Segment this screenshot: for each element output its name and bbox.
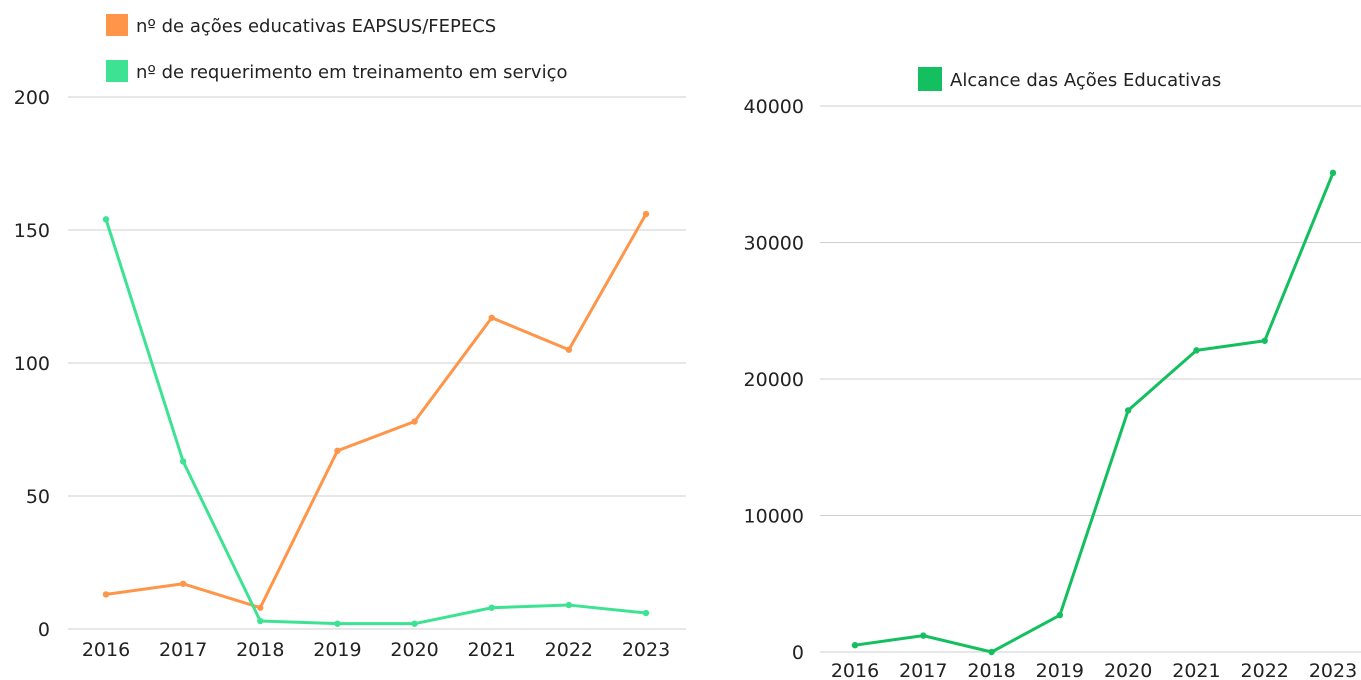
x-tick-label: 2017: [159, 639, 207, 661]
x-tick-label: 2016: [82, 639, 130, 661]
data-point[interactable]: [334, 447, 341, 454]
data-point[interactable]: [1124, 407, 1132, 414]
y-tick-label: 40000: [744, 96, 804, 118]
data-point[interactable]: [257, 604, 264, 611]
x-tick-label: 2022: [1241, 660, 1289, 680]
data-point[interactable]: [334, 620, 341, 627]
legend-label-alcance: Alcance das Ações Educativas: [950, 70, 1221, 91]
y-tick-label: 100: [14, 353, 50, 375]
chart-1-series: [102, 210, 650, 627]
y-tick-label: 150: [14, 220, 50, 242]
x-tick-label: 2019: [1036, 660, 1084, 680]
chart-1-y-axis: 0 50 100 150 200: [14, 87, 50, 641]
legend-item-alcance[interactable]: Alcance das Ações Educativas: [918, 67, 1221, 91]
chart-1-legend: nº de ações educativas EAPSUS/FEPECS nº …: [106, 14, 568, 83]
data-point[interactable]: [642, 210, 650, 218]
x-tick-label: 2021: [468, 639, 516, 661]
x-tick-label: 2020: [1104, 660, 1152, 680]
y-tick-label: 30000: [744, 233, 804, 255]
chart-2-series: [851, 169, 1337, 656]
data-point[interactable]: [257, 617, 264, 625]
legend-label-eapsus: nº de ações educativas EAPSUS/FEPECS: [136, 16, 496, 37]
x-tick-label: 2018: [967, 660, 1015, 680]
data-point[interactable]: [411, 620, 418, 627]
data-point[interactable]: [102, 591, 110, 598]
legend-item-requerimento[interactable]: nº de requerimento em treinamento em ser…: [106, 60, 568, 83]
y-tick-label: 0: [38, 619, 50, 641]
data-point[interactable]: [1193, 347, 1200, 354]
x-tick-label: 2021: [1172, 660, 1220, 680]
legend-item-eapsus[interactable]: nº de ações educativas EAPSUS/FEPECS: [106, 14, 496, 37]
data-point[interactable]: [642, 609, 650, 617]
data-point[interactable]: [488, 314, 495, 321]
y-tick-label: 0: [792, 642, 804, 664]
data-point[interactable]: [988, 648, 995, 656]
legend-swatch-eapsus: [106, 14, 128, 36]
x-tick-label: 2023: [622, 639, 670, 661]
data-point[interactable]: [920, 632, 927, 639]
data-point[interactable]: [1329, 169, 1337, 177]
series-line-0: [104, 212, 648, 610]
x-tick-label: 2018: [236, 639, 284, 661]
data-point[interactable]: [565, 346, 573, 353]
x-tick-label: 2022: [545, 639, 593, 661]
x-tick-label: 2016: [831, 660, 879, 680]
data-point[interactable]: [488, 604, 495, 611]
x-tick-label: 2019: [313, 639, 361, 661]
chart-2-legend: Alcance das Ações Educativas: [918, 67, 1221, 91]
data-point[interactable]: [565, 601, 573, 609]
data-point[interactable]: [851, 641, 859, 649]
series-line-1: [104, 217, 648, 626]
x-tick-label: 2017: [899, 660, 947, 680]
data-point[interactable]: [1261, 337, 1268, 344]
data-point[interactable]: [1056, 611, 1064, 619]
y-tick-label: 50: [26, 486, 50, 508]
data-point[interactable]: [411, 418, 418, 425]
chart-2-gridlines: [820, 105, 1361, 653]
y-tick-label: 20000: [744, 369, 804, 391]
chart-1: 0 50 100 150 200 2016 2017 2018 2019 2020 2021 202…: [14, 14, 686, 661]
data-point[interactable]: [179, 580, 187, 587]
legend-label-requerimento: nº de requerimento em treinamento em ser…: [136, 62, 568, 83]
chart-2-x-axis: 2016 2017 2018 2019 2020 2021 2022 2023: [831, 660, 1357, 680]
series-line-0: [853, 171, 1335, 654]
legend-swatch-alcance: [918, 67, 942, 91]
chart-1-x-axis: 2016 2017 2018 2019 2020 2021 2022 2023: [82, 639, 670, 661]
x-tick-label: 2020: [390, 639, 438, 661]
y-tick-label: 200: [14, 87, 50, 109]
data-point[interactable]: [179, 458, 187, 465]
chart-1-gridlines: [68, 96, 686, 630]
y-tick-label: 10000: [744, 506, 804, 528]
chart-2-y-axis: 0 10000 20000 30000 40000: [744, 96, 804, 664]
legend-swatch-requerimento: [106, 60, 128, 82]
data-point[interactable]: [102, 216, 110, 223]
x-tick-label: 2023: [1309, 660, 1357, 680]
